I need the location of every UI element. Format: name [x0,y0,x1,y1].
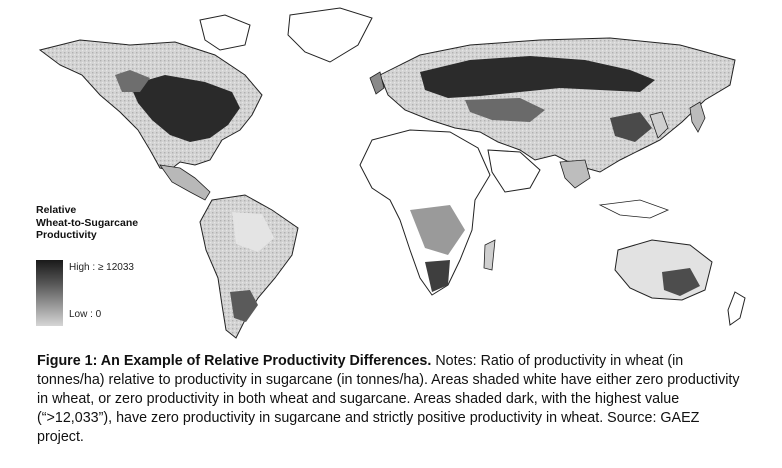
south-america [199,194,299,339]
legend-title-line1: Relative [36,204,77,216]
greenland [287,7,373,63]
eurasia [379,37,736,189]
caption-lead: Figure 1: An Example of Relative Product… [37,353,432,369]
africa [359,129,496,296]
map-legend: Relative Wheat-to-Sugarcane Productivity… [36,204,196,334]
north-america [38,14,263,201]
caption-body: Notes: Ratio of productivity in wheat (i… [37,353,740,445]
legend-low-label: Low : 0 [69,309,102,320]
uk-ireland [369,71,385,95]
legend-high-label: High : ≥ 12033 [69,262,134,273]
arabian-peninsula [487,149,541,193]
australia [614,239,713,301]
legend-title-line2: Wheat-to-Sugarcane [36,216,139,229]
north-america-dark-region [130,75,240,142]
eurasia-dark-belt [420,56,655,98]
japan [689,101,706,133]
figure-caption: Figure 1: An Example of Relative Product… [37,352,749,447]
legend-gradient-bar [36,260,63,326]
legend-title-line3: Productivity [36,229,97,241]
new-zealand [727,291,746,326]
indonesia [598,199,670,219]
world-map [38,7,746,339]
